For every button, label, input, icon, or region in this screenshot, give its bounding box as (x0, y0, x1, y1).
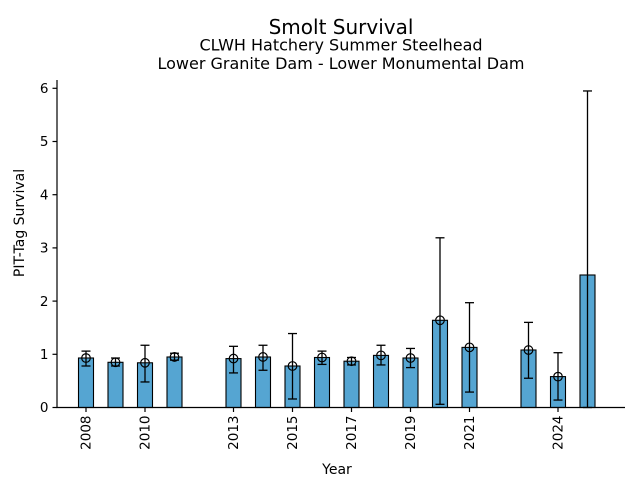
plot-area: 0 1 2 3 4 5 6 2008 2010 2013 2015 2017 2019 2021 2024 (40, 80, 625, 450)
y-tick-label-1: 1 (40, 347, 49, 363)
y-tick-label-4: 4 (40, 187, 49, 203)
point-marker-2024 (553, 371, 563, 382)
point-marker-2013 (228, 353, 239, 364)
point-marker-2023 (523, 345, 534, 355)
point-marker-2021 (464, 342, 475, 353)
point-marker-2011 (169, 352, 180, 362)
point-marker-2009 (110, 357, 121, 368)
chart-title: Smolt Survival (269, 15, 414, 39)
x-tick-label-2024: 2024 (550, 416, 566, 450)
x-tick-label-2021: 2021 (462, 416, 478, 450)
bar-2017 (343, 360, 360, 409)
y-tick-label-2: 2 (40, 294, 49, 310)
bar-2011 (166, 356, 183, 409)
y-tick-label-6: 6 (40, 81, 49, 97)
y-tick-label-0: 0 (40, 400, 49, 416)
point-marker-2017 (346, 356, 357, 367)
point-marker-2020 (435, 315, 445, 326)
chart-subtitle-line2: Lower Granite Dam - Lower Monumental Dam (157, 54, 524, 73)
y-tick-label-5: 5 (40, 134, 49, 150)
point-marker-2010 (140, 357, 150, 368)
x-axis-label: Year (321, 462, 352, 478)
chart-subtitle-line1: CLWH Hatchery Summer Steelhead (199, 36, 482, 55)
point-marker-2019 (405, 353, 416, 363)
point-marker-2015 (287, 361, 298, 371)
point-marker-2008 (81, 353, 91, 363)
point-marker-2018 (376, 350, 386, 361)
bar-2009 (107, 361, 124, 409)
x-tick-label-2017: 2017 (344, 416, 360, 450)
x-tick-label-2015: 2015 (285, 416, 301, 450)
x-tick-label-2008: 2008 (78, 416, 94, 450)
point-marker-2016 (317, 352, 327, 363)
x-tick-label-2019: 2019 (403, 416, 419, 450)
y-tick-label-3: 3 (40, 241, 49, 257)
x-tick-label-2013: 2013 (226, 416, 242, 450)
point-marker-2014 (258, 352, 268, 362)
x-tick-label-2010: 2010 (137, 416, 153, 450)
y-axis-label: PIT-Tag Survival (12, 169, 28, 277)
